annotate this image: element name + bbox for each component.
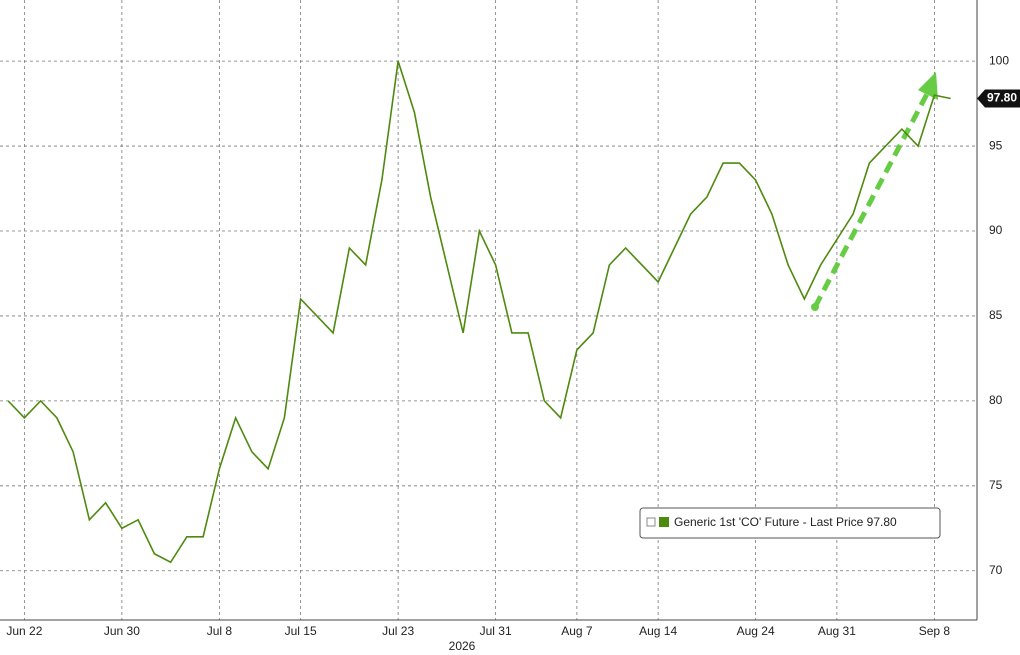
legend-swatch <box>659 517 669 527</box>
last-price-tag <box>977 89 1020 108</box>
x-tick-label: Jun 30 <box>104 624 140 638</box>
y-tick-label: 100 <box>989 53 1009 67</box>
y-tick-label: 90 <box>989 223 1003 237</box>
last-price-label: 97.80 <box>987 91 1017 105</box>
x-tick-label: Aug 14 <box>639 624 677 638</box>
y-tick-label: 70 <box>989 563 1003 577</box>
price-line <box>7 60 951 564</box>
legend-label: Generic 1st 'CO' Future - Last Price 97.… <box>674 515 897 529</box>
y-tick-label: 75 <box>989 478 1003 492</box>
x-tick-label: Aug 31 <box>818 624 856 638</box>
x-tick-label: Jul 15 <box>285 624 317 638</box>
x-tick-label: Aug 7 <box>561 624 593 638</box>
y-tick-label: 80 <box>989 393 1003 407</box>
x-tick-label: Jul 31 <box>480 624 512 638</box>
y-tick-label: 85 <box>989 308 1003 322</box>
trend-arrow <box>811 72 938 311</box>
x-tick-label: Jul 8 <box>207 624 233 638</box>
x-axis-label: 2026 <box>449 639 476 653</box>
x-tick-label: Jul 23 <box>382 624 414 638</box>
x-tick-label: Aug 24 <box>737 624 775 638</box>
x-tick-label: Sep 8 <box>919 624 951 638</box>
y-tick-label: 95 <box>989 138 1003 152</box>
legend: Generic 1st 'CO' Future - Last Price 97.… <box>639 507 941 539</box>
x-tick-label: Jun 22 <box>6 624 42 638</box>
